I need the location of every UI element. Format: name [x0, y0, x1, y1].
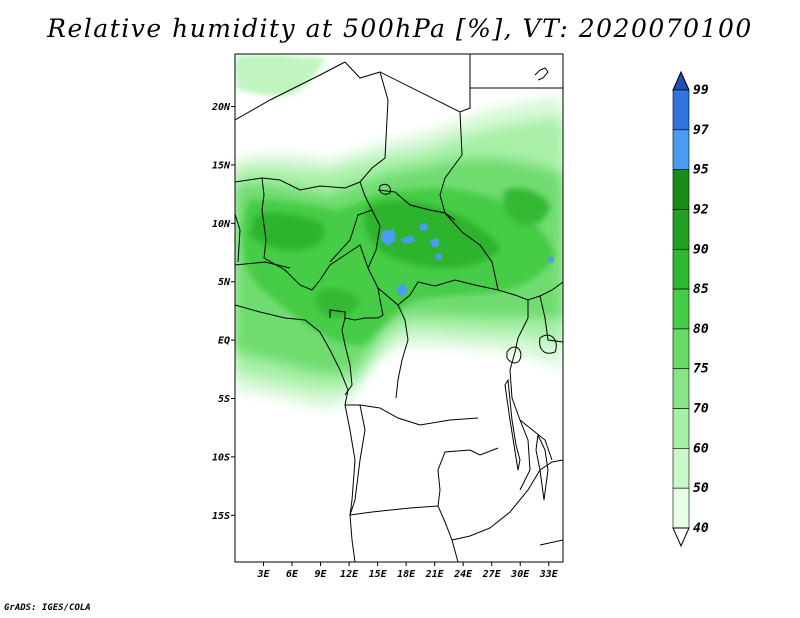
colorbar-segment [672, 487, 690, 529]
colorbar-segment [672, 209, 690, 250]
map-title: Relative humidity at 500hPa [%], VT: 202… [47, 14, 753, 43]
colorbar-label: 70 [693, 402, 709, 417]
lon-tick-label: 9E [315, 569, 328, 580]
map-frame [234, 53, 564, 563]
lon-tick-label: 3E [256, 569, 270, 580]
colorbar-label: 90 [693, 242, 709, 257]
lon-tick-label: 30E [510, 569, 530, 580]
colorbar-label: 97 [693, 123, 709, 138]
colorbar-segment [672, 248, 690, 290]
rh-95-spot-7 [548, 256, 554, 263]
latitude-axis: 20N 15N 10N 5N EQ 5S 10S 15S [211, 102, 235, 522]
rh-95-spot-3 [419, 223, 428, 231]
colorbar-segment [672, 169, 690, 210]
colorbar: 40 50 60 70 75 80 85 90 92 95 97 99 [672, 70, 709, 548]
rh-top-left-patch-light [236, 55, 325, 96]
lon-tick-label: 6E [286, 569, 299, 580]
lon-tick-label: 15E [369, 569, 388, 580]
rh-95-spot-5 [396, 283, 408, 297]
lat-tick-label: 10S [212, 452, 230, 463]
colorbar-segment [672, 89, 690, 131]
colorbar-label: 75 [693, 362, 709, 377]
lon-tick-label: 21E [425, 569, 445, 580]
colorbar-label: 80 [693, 322, 709, 337]
rh-95-spot-4 [430, 238, 439, 247]
country-borders [235, 54, 563, 562]
rh-95-spot-1 [381, 229, 396, 246]
lat-tick-label: 15N [212, 160, 231, 171]
colorbar-label: 40 [693, 521, 709, 536]
rh-band-90-b [250, 212, 324, 251]
colorbar-segment [672, 129, 690, 170]
rh-95-spot-6 [435, 253, 442, 260]
colorbar-label: 85 [693, 282, 709, 297]
lon-tick-label: 27E [482, 569, 502, 580]
lon-tick-label: 12E [340, 569, 359, 580]
credit-text: GrADS: IGES/COLA [4, 603, 91, 613]
colorbar-label: 95 [693, 163, 709, 178]
colorbar-segment [672, 448, 690, 489]
colorbar-label: 92 [693, 202, 709, 217]
colorbar-segment [672, 368, 690, 409]
lat-tick-label: 15S [212, 511, 230, 522]
colorbar-label: 50 [693, 481, 709, 496]
rh-95-spot-2 [400, 235, 415, 244]
lat-tick-label: 5S [218, 394, 230, 405]
longitude-axis: 3E 6E 9E 12E 15E 18E 21E 24E 27E 30E 33E [256, 562, 559, 580]
colorbar-bottom-arrow [672, 527, 690, 548]
colorbar-label: 99 [693, 83, 709, 98]
rh-band-90-d [503, 188, 550, 226]
colorbar-label: 60 [693, 441, 709, 456]
lat-tick-label: 10N [212, 219, 231, 230]
rh-band-90-c [315, 288, 360, 317]
rh-band-90 [364, 200, 500, 268]
colorbar-top-arrow [672, 70, 690, 91]
colorbar-segment [672, 328, 690, 370]
colorbar-segment [672, 288, 690, 330]
lat-tick-label: 20N [211, 102, 231, 113]
lon-tick-label: 18E [397, 569, 416, 580]
colorbar-segment [672, 408, 690, 449]
lat-tick-label: 5N [218, 277, 231, 288]
lon-tick-label: 24E [453, 569, 473, 580]
lon-tick-label: 33E [539, 569, 559, 580]
lat-tick-label: EQ [218, 336, 230, 347]
